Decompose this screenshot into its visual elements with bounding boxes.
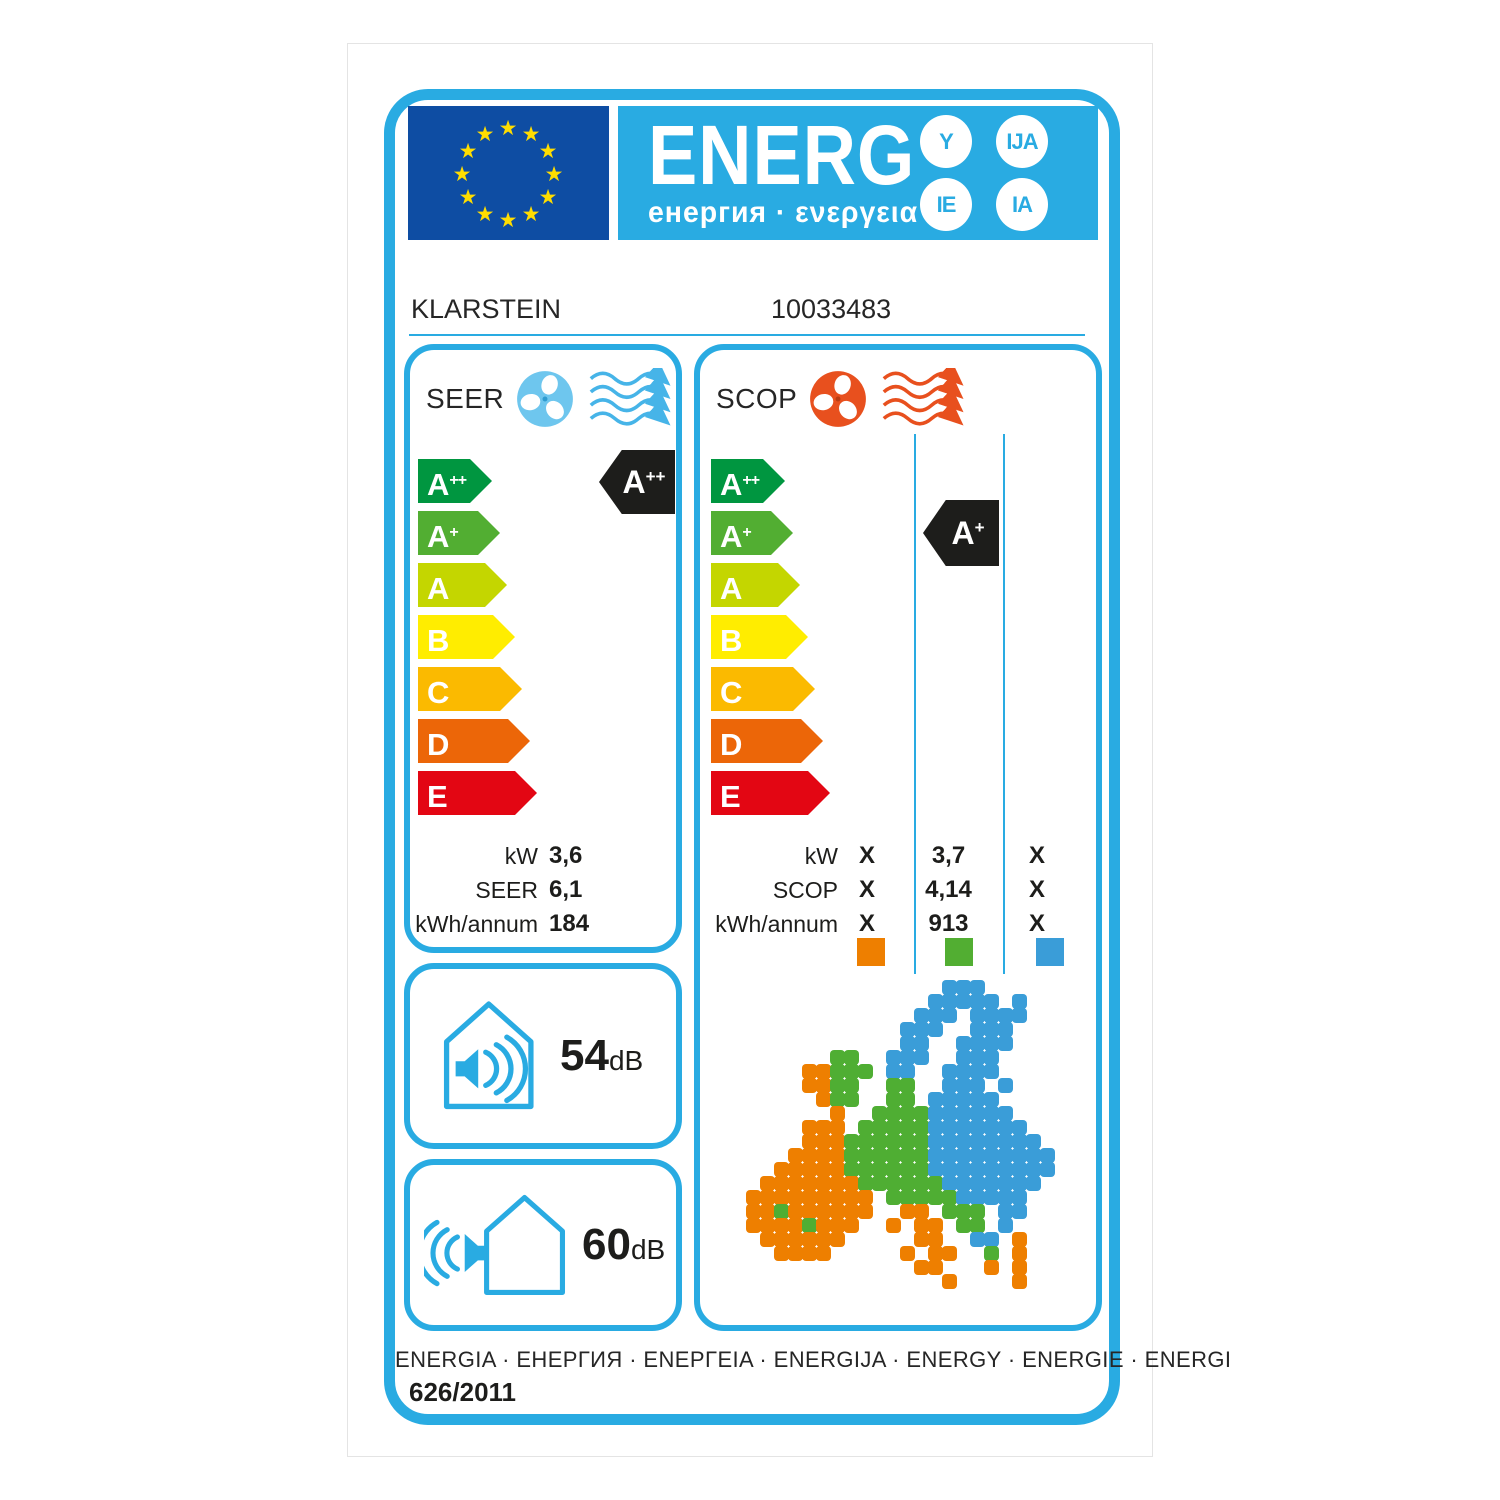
seer-kwh-row: kWh/annum 184: [415, 910, 590, 937]
class-arrow-c: C: [418, 667, 522, 711]
seer-rating-arrow: A++: [599, 450, 675, 514]
europe-map-icon: [746, 980, 1055, 1289]
class-arrow-ap: A+: [711, 511, 793, 555]
heating-fan-icon: [810, 371, 867, 427]
class-arrow-app: A++: [418, 459, 492, 503]
badge-ie: IE: [920, 178, 972, 231]
seer-kw-row: kW 3,6: [504, 842, 583, 869]
badge-ija: IJA: [996, 115, 1048, 168]
class-arrow-a: A: [418, 563, 507, 607]
seer-values: kW 3,6 SEER 6,1 kWh/annum 184: [410, 839, 676, 941]
svg-text:★: ★: [453, 163, 472, 186]
brand-row: KLARSTEIN 10033483: [411, 294, 1093, 326]
class-arrow-b: B: [711, 615, 808, 659]
seer-panel-header: SEER: [426, 368, 686, 430]
class-arrow-b: B: [418, 615, 515, 659]
label-blue-frame: ★ ★ ★ ★ ★ ★ ★ ★ ★ ★ ★ ★ ENERG енергия · ενεργεια…: [384, 89, 1232, 1425]
outdoor-noise-value: 60dB: [582, 1220, 666, 1269]
scop-panel: SCOP: [694, 344, 1102, 1331]
svg-text:★: ★: [499, 209, 518, 232]
svg-text:★: ★: [539, 186, 558, 209]
europe-climate-map: [746, 980, 1084, 1290]
svg-text:★: ★: [539, 140, 558, 163]
seer-class-scale: A++ A+ A B C D E: [418, 459, 537, 823]
svg-text:★: ★: [522, 203, 541, 226]
cooling-fan-icon: [517, 371, 574, 427]
outdoor-noise-panel: 60dB: [404, 1159, 682, 1331]
scop-class-scale: A++ A+ A B C D E: [711, 459, 830, 823]
scop-kwh-row: kWh/annum X 913 X: [715, 910, 1045, 937]
indoor-noise-value: 54dB: [560, 1031, 644, 1080]
seer-seer-row: SEER 6,1: [475, 876, 583, 903]
warm-airflow-waves-icon: [883, 368, 964, 426]
language-badges: Y IJA IE IA: [920, 115, 1048, 231]
class-arrow-d: D: [711, 719, 823, 763]
svg-text:★: ★: [459, 140, 478, 163]
regulation-number: 626/2011: [409, 1377, 517, 1407]
eu-flag: ★ ★ ★ ★ ★ ★ ★ ★ ★ ★ ★ ★: [408, 106, 609, 240]
model-number: 10033483: [771, 294, 892, 324]
badge-ia: IA: [996, 178, 1048, 231]
class-arrow-a: A: [711, 563, 800, 607]
seer-title: SEER: [426, 383, 505, 414]
class-arrow-e: E: [711, 771, 830, 815]
label-card: ★ ★ ★ ★ ★ ★ ★ ★ ★ ★ ★ ★ ENERG енергия · ενεργεια…: [347, 43, 1232, 1457]
energ-logo-subtitle: енергия · ενεργεια: [648, 196, 919, 229]
climate-zone-divider-right: [1003, 434, 1005, 974]
scop-scop-row: SCOP X 4,14 X: [772, 876, 1045, 903]
svg-text:★: ★: [522, 123, 541, 146]
svg-text:★: ★: [476, 203, 495, 226]
outdoor-noise-icon: [424, 1195, 566, 1295]
indoor-noise-icon: [443, 1001, 534, 1110]
seer-panel: SEER: [404, 344, 682, 953]
energ-logo-box: ENERG енергия · ενεργεια Y IJA IE IA: [618, 106, 1098, 240]
energy-languages-line: ENERGIA · ЕНЕРГИЯ · ΕΝΕΡΓΕΙΑ · ENERGIJA …: [395, 1347, 1232, 1372]
scop-kw-row: kW X 3,7 X: [804, 842, 1045, 869]
scop-title: SCOP: [716, 383, 798, 414]
scop-values: kW X 3,7 X SCOP X 4,14 X kWh/annum X 913 X: [700, 839, 1096, 941]
svg-text:★: ★: [459, 186, 478, 209]
badge-y: Y: [920, 115, 972, 168]
average-zone-swatch: [945, 938, 973, 966]
class-arrow-e: E: [418, 771, 537, 815]
class-arrow-c: C: [711, 667, 815, 711]
class-arrow-app: A++: [711, 459, 785, 503]
cold-zone-swatch: [1036, 938, 1064, 966]
energ-logo-title: ENERG: [648, 108, 916, 202]
svg-text:★: ★: [545, 163, 564, 186]
svg-text:★: ★: [476, 123, 495, 146]
warm-zone-swatch: [857, 938, 885, 966]
class-arrow-ap: A+: [418, 511, 500, 555]
indoor-noise-panel: 54dB: [404, 963, 682, 1149]
cool-airflow-waves-icon: [589, 368, 671, 426]
svg-text:★: ★: [499, 117, 518, 140]
label-header: ★ ★ ★ ★ ★ ★ ★ ★ ★ ★ ★ ★ ENERG енергия · ενεργεια…: [408, 106, 1098, 240]
brand-name: KLARSTEIN: [411, 294, 562, 324]
brand-divider: [409, 334, 1085, 336]
eu-stars-icon: ★ ★★ ★★★ ★★★ ★★★: [453, 117, 564, 232]
climate-zone-divider-left: [914, 434, 916, 974]
scop-rating-arrow: A+: [923, 500, 999, 566]
class-arrow-d: D: [418, 719, 530, 763]
scop-panel-header: SCOP: [716, 368, 979, 430]
